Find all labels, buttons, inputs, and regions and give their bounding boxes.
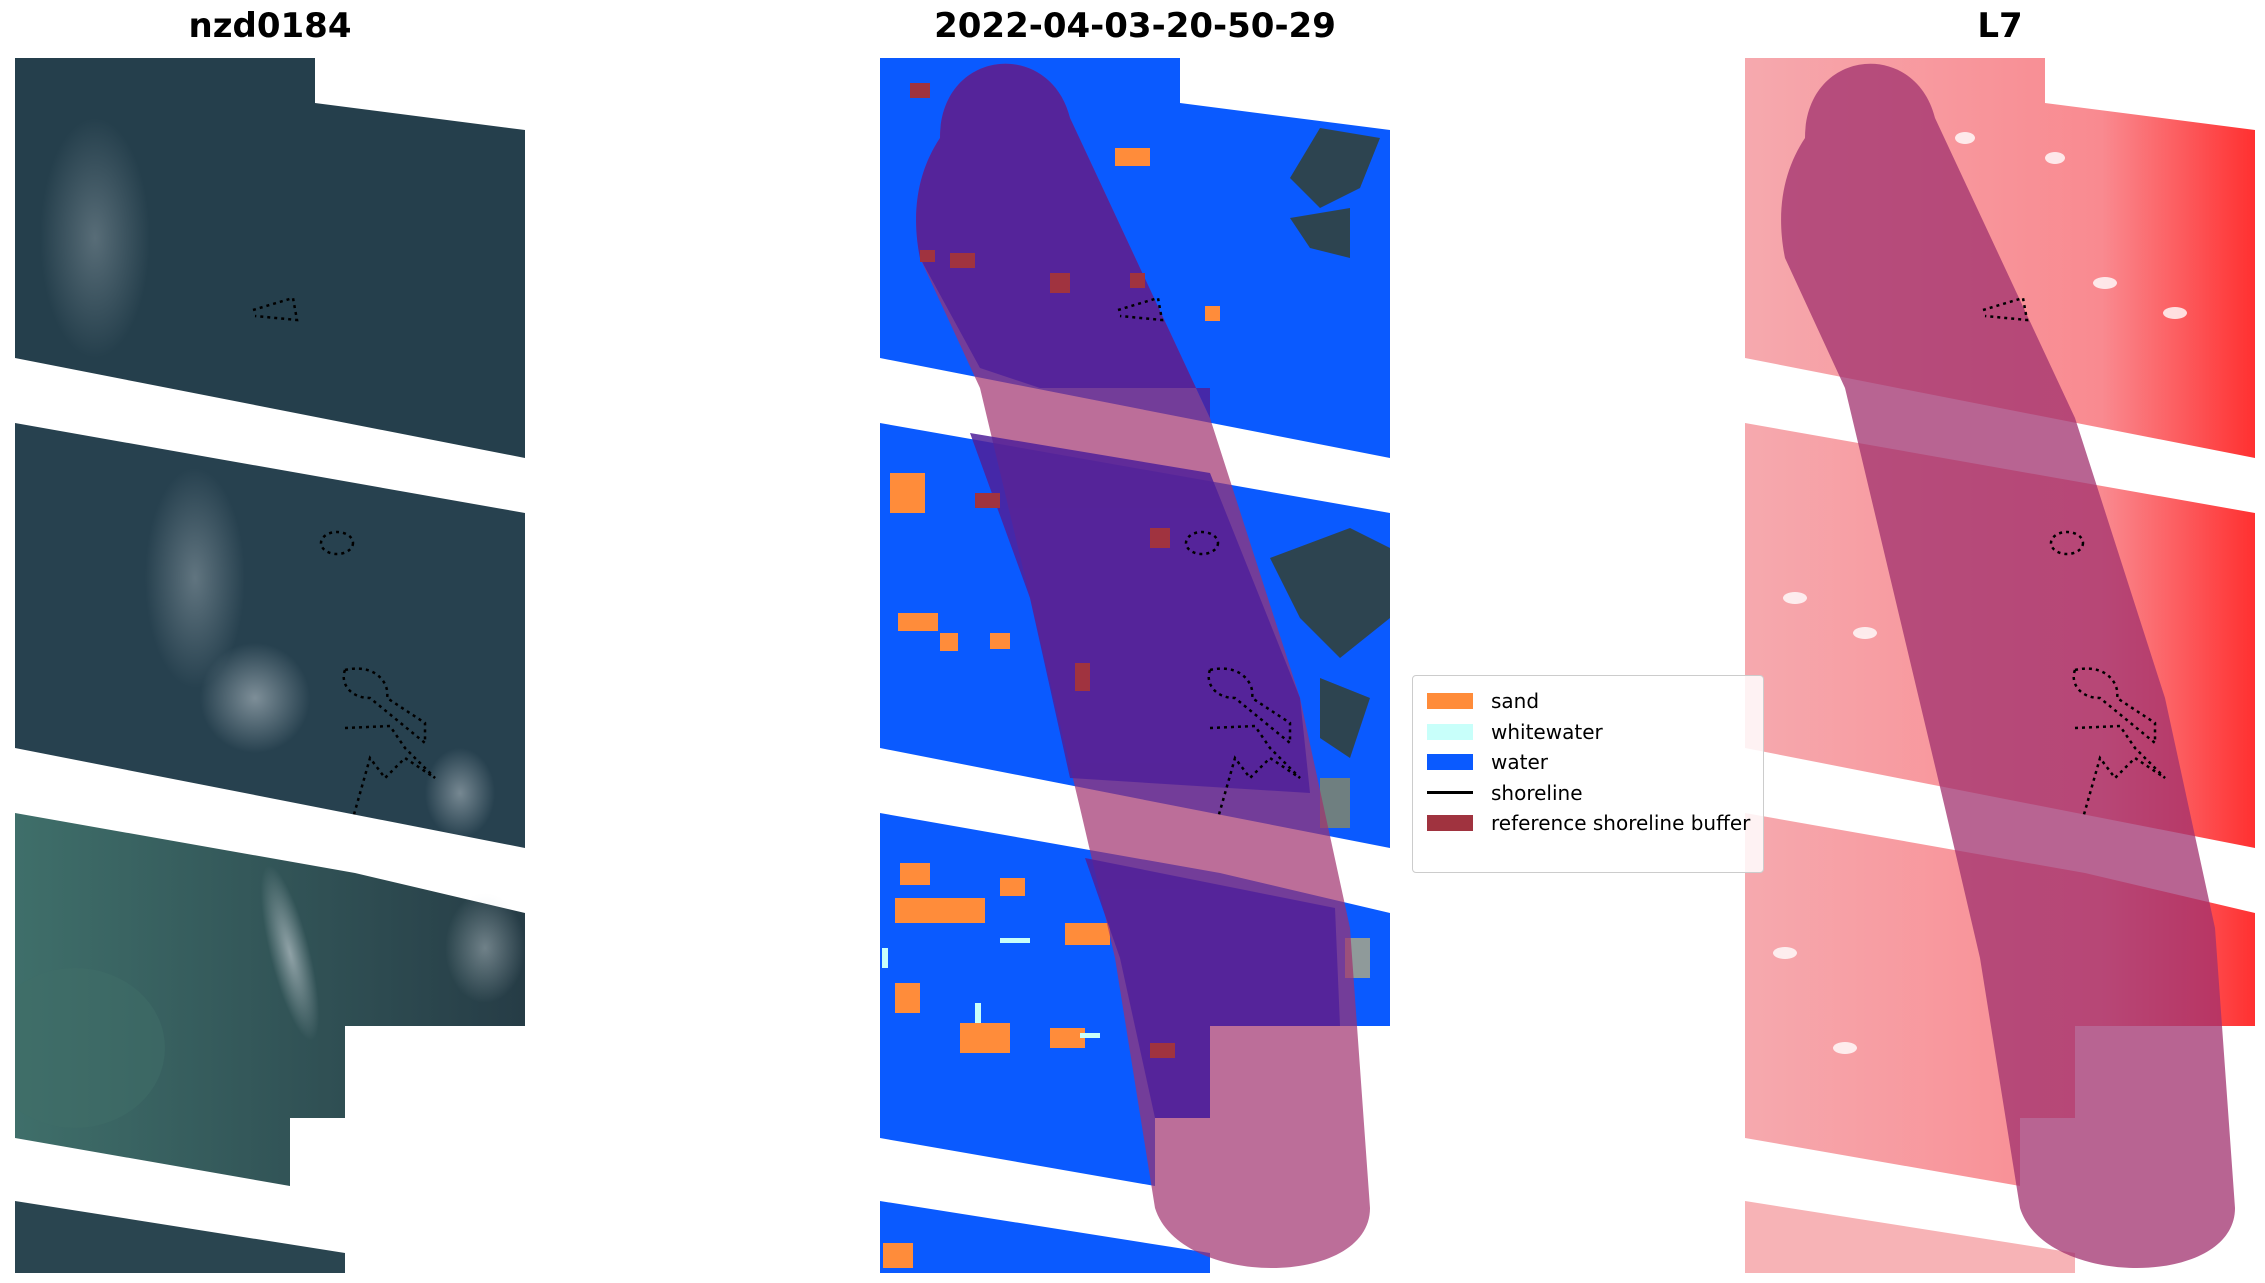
rgb-swath-2 bbox=[15, 423, 525, 848]
legend-label: whitewater bbox=[1491, 719, 1603, 744]
legend-label: reference shoreline buffer bbox=[1491, 811, 1751, 836]
legend-item-whitewater: whitewater bbox=[1427, 717, 1763, 748]
water-swath-4 bbox=[880, 1201, 1210, 1273]
legend-label: water bbox=[1491, 750, 1548, 775]
shoreline-trace-classified bbox=[1117, 296, 1301, 819]
rgb-swath-4 bbox=[15, 1201, 345, 1273]
panel-title-mndwi: L7 bbox=[1977, 6, 2023, 46]
legend-line-shoreline bbox=[1427, 791, 1473, 795]
reference-shoreline-buffer-mndwi bbox=[1781, 63, 2235, 1269]
shoreline-trace-rgb bbox=[252, 296, 436, 819]
rgb-image-panel bbox=[15, 58, 525, 1273]
legend-item-buffer: reference shoreline buffer bbox=[1427, 808, 1763, 839]
mndwi-image-panel bbox=[1745, 58, 2255, 1273]
buffer-class-specks bbox=[910, 83, 1175, 1058]
rgb-swath-1 bbox=[15, 58, 525, 458]
legend-swatch-whitewater bbox=[1427, 723, 1473, 740]
legend-swatch-water bbox=[1427, 754, 1473, 771]
panel-title-rgb: nzd0184 bbox=[188, 6, 352, 46]
legend: sand whitewater water shoreline referenc… bbox=[1412, 675, 1764, 873]
classified-image-panel bbox=[880, 58, 1390, 1273]
legend-item-shoreline: shoreline bbox=[1427, 778, 1763, 809]
panel-title-classified: 2022-04-03-20-50-29 bbox=[934, 6, 1336, 46]
sand-patches bbox=[883, 148, 1220, 1268]
mndwi-swath-4 bbox=[1745, 1201, 2075, 1273]
legend-item-water: water bbox=[1427, 747, 1763, 778]
legend-item-sand: sand bbox=[1427, 686, 1763, 717]
legend-label: sand bbox=[1491, 689, 1540, 714]
shoreline-trace-mndwi bbox=[1982, 296, 2166, 819]
legend-label: shoreline bbox=[1491, 780, 1583, 805]
legend-swatch-buffer bbox=[1427, 815, 1473, 832]
buffer-over-water bbox=[916, 63, 1340, 1118]
legend-swatch-sand bbox=[1427, 693, 1473, 710]
whitewater-specks bbox=[882, 938, 1100, 1038]
land-patch bbox=[1290, 128, 1380, 208]
